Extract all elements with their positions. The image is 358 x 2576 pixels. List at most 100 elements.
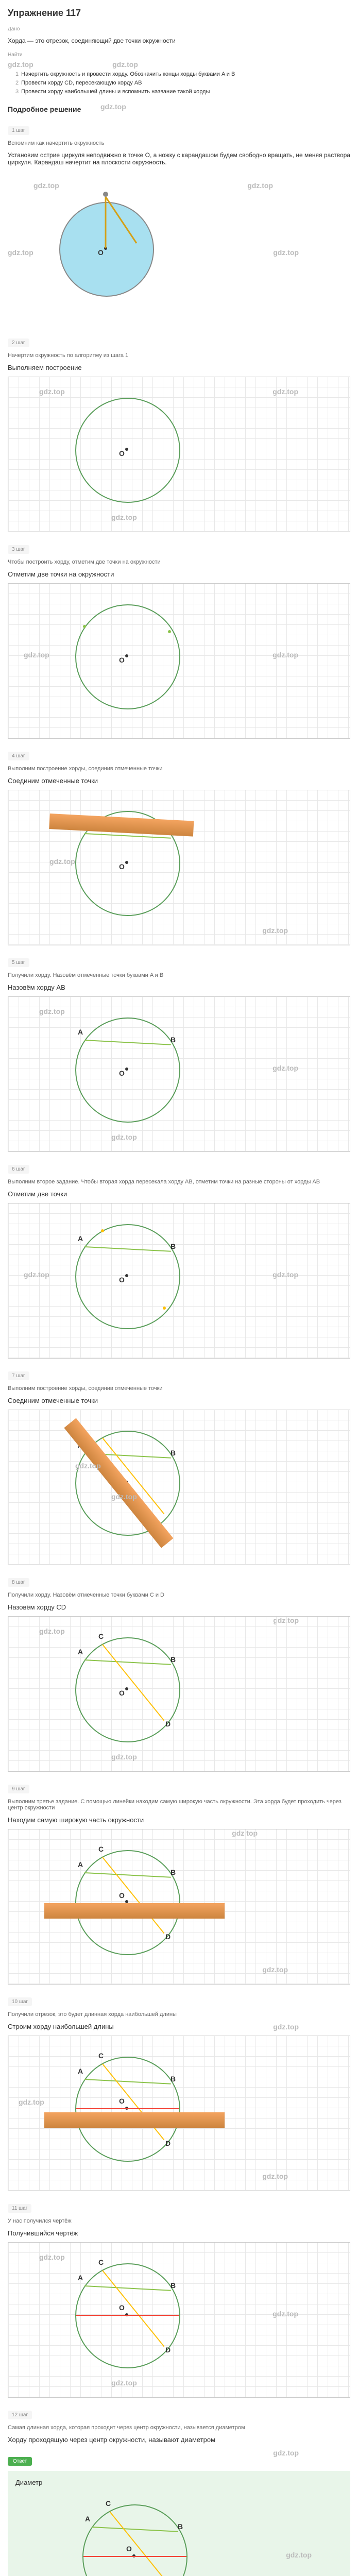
point-a-label: A — [78, 1028, 83, 1036]
task-item: 2Провести хорду CD, пересекающую хорду A… — [15, 80, 350, 86]
point-a-label: A — [78, 1860, 83, 1869]
step-text: Хорду проходящую через центр окружности,… — [8, 2436, 350, 2444]
step-text: Получившийся чертёж — [8, 2229, 350, 2237]
watermark: gdz.top — [111, 1133, 137, 1141]
definition-text: Хорда — это отрезок, соединяющий две точ… — [8, 37, 350, 44]
grid-diagram: O A B gdz.top gdz.top — [8, 1203, 350, 1359]
grid-diagram: O A B gdz.top gdz.top — [8, 1410, 350, 1565]
point-o-label: O — [119, 862, 125, 871]
point-b-label: B — [171, 2281, 176, 2290]
point-o-label: O — [119, 1276, 125, 1284]
point-a-label: A — [85, 2515, 90, 2523]
step-desc: Выполним построение хорды, соединив отме… — [8, 1385, 350, 1392]
point-b-label: B — [171, 1655, 176, 1664]
watermark: gdz.top — [39, 2253, 65, 2261]
step-badge: 7 шаг — [8, 1371, 29, 1380]
point-o-label: O — [119, 1069, 125, 1077]
task-text: Провести хорду наибольшей длины и вспомн… — [21, 89, 210, 95]
step-text: Установим острие циркуля неподвижно в то… — [8, 151, 350, 166]
point-o-label: O — [119, 656, 125, 664]
step-desc: Получили хорду. Назовём отмеченные точки… — [8, 972, 350, 978]
watermark: gdz.top — [33, 181, 59, 190]
point-b-label: B — [178, 2522, 183, 2531]
watermark: gdz.top — [262, 2172, 288, 2180]
step-text: Отметим две точки на окружности — [8, 570, 350, 578]
watermark: gdz.top — [19, 2098, 44, 2106]
step-desc: Выполним третье задание. С помощью линей… — [8, 1799, 350, 1811]
step-text: Назовём хорду CD — [8, 1603, 350, 1611]
grid-diagram: O A B C D gdz.top gdz.top gdz.top — [8, 2242, 350, 2398]
watermark: gdz.top — [112, 60, 138, 69]
point-d-label: D — [165, 2139, 171, 2147]
point-c-label: C — [98, 1632, 104, 1640]
point-o-label: O — [119, 449, 125, 457]
point-d-label: D — [165, 1933, 171, 1941]
find-label: Найти — [8, 52, 350, 58]
watermark: gdz.top — [272, 1270, 298, 1279]
step-text: Строим хорду наибольшей длины — [8, 2023, 350, 2030]
step-text: Отметим две точки — [8, 1190, 350, 1198]
step-text: Соединим отмеченные точки — [8, 777, 350, 785]
point-b-label: B — [171, 1036, 176, 1044]
watermark: gdz.top — [49, 857, 75, 866]
watermark: gdz.top — [24, 1270, 49, 1279]
point-c-label: C — [98, 2052, 104, 2060]
step-badge: 6 шаг — [8, 1165, 29, 1174]
watermark: gdz.top — [272, 1064, 298, 1072]
watermark: gdz.top — [111, 2379, 137, 2387]
watermark: gdz.top — [262, 926, 288, 935]
page-title: Упражнение 117 — [8, 8, 350, 19]
watermark: gdz.top — [8, 248, 33, 257]
step-badge: 10 шаг — [8, 1997, 32, 2006]
task-num: 2 — [15, 80, 19, 86]
step-badge: 11 шаг — [8, 2204, 31, 2213]
given-label: Дано — [8, 26, 350, 32]
point-b-label: B — [171, 1449, 176, 1457]
task-item: 1Начертить окружность и провести хорду. … — [15, 71, 350, 77]
step-badge: 1 шаг — [8, 126, 29, 135]
watermark: gdz.top — [286, 2551, 312, 2559]
point-o-label: O — [119, 2097, 125, 2105]
grid-diagram: O gdz.top gdz.top gdz.top — [8, 377, 350, 532]
point-o-label: O — [119, 2303, 125, 2312]
step-desc: Выполним построение хорды, соединив отме… — [8, 766, 350, 772]
step-desc: Выполним второе задание. Чтобы вторая хо… — [8, 1179, 350, 1185]
point-b-label: B — [171, 1242, 176, 1250]
task-num: 3 — [15, 89, 19, 95]
watermark: gdz.top — [111, 513, 137, 521]
step-text: Назовём хорду AB — [8, 984, 350, 991]
task-num: 1 — [15, 71, 19, 77]
watermark: gdz.top — [39, 1627, 65, 1635]
step-desc: Получили отрезок, это будет длинная хорд… — [8, 2011, 350, 2018]
task-item: 3Провести хорду наибольшей длины и вспом… — [15, 89, 350, 95]
grid-diagram: O A B C D gdz.top gdz.top — [8, 1616, 350, 1772]
watermark: gdz.top — [273, 248, 299, 257]
step-badge: 4 шаг — [8, 752, 29, 760]
solution-title: Подробное решение — [8, 105, 350, 113]
point-d-label: D — [165, 1720, 171, 1728]
point-b-label: B — [171, 1868, 176, 1876]
watermark: gdz.top — [272, 2310, 298, 2318]
step-badge: 12 шаг — [8, 2411, 32, 2419]
step-text: Выполняем построение — [8, 364, 350, 371]
answer-title: Диаметр — [15, 2479, 343, 2486]
point-a-label: A — [78, 1234, 83, 1243]
watermark: gdz.top — [39, 387, 65, 396]
step-badge: 8 шаг — [8, 1578, 29, 1587]
watermark: gdz.top — [24, 651, 49, 659]
grid-diagram: O A B gdz.top gdz.top gdz.top — [8, 996, 350, 1152]
point-c-label: C — [98, 2258, 104, 2266]
watermark: gdz.top — [8, 60, 33, 69]
point-o-label: O — [119, 1891, 125, 1900]
task-text: Начертить окружность и провести хорду. О… — [21, 71, 235, 77]
point-b-label: B — [171, 2075, 176, 2083]
point-d-label: D — [165, 2346, 171, 2354]
step-desc: У нас получился чертёж — [8, 2218, 350, 2224]
step-desc: Начертим окружность по алгоритму из шага… — [8, 352, 350, 359]
task-text: Провести хорду CD, пересекающую хорду AB — [21, 80, 142, 86]
ruler-icon — [44, 1903, 225, 1919]
point-a-label: A — [78, 1648, 83, 1656]
answer-box: Диаметр O A B C D gdz.top — [8, 2471, 350, 2576]
step-badge: 9 шаг — [8, 1785, 29, 1793]
compass-diagram: O gdz.top gdz.top gdz.top gdz.top — [8, 176, 350, 320]
